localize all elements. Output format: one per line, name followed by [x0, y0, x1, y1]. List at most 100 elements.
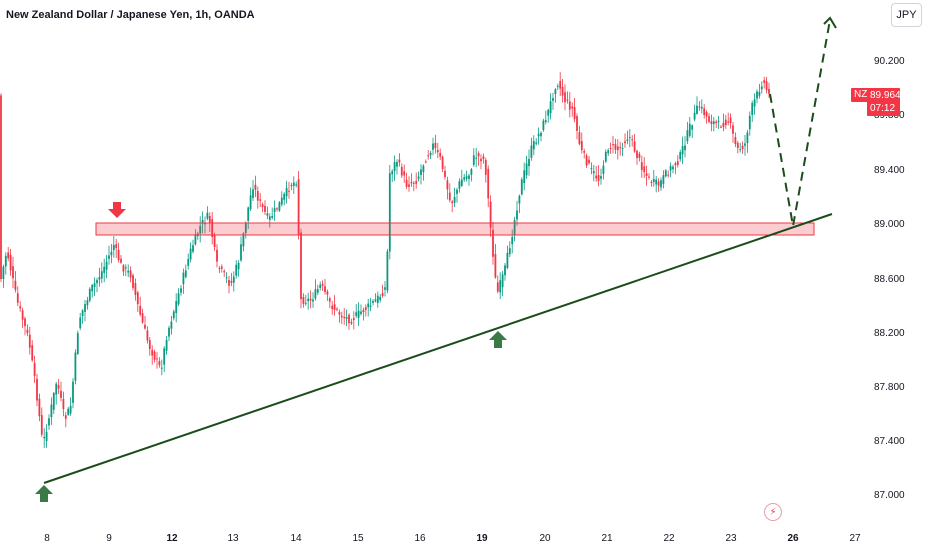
candle-body [40, 415, 43, 435]
candle-body [163, 348, 166, 365]
time-axis-label: 16 [414, 533, 426, 544]
candle-body [602, 165, 605, 174]
ascending-trendline[interactable] [43, 213, 833, 484]
candle-body [494, 253, 497, 278]
lightning-icon[interactable]: ⚡︎ [764, 503, 782, 521]
candle-body [499, 280, 502, 293]
candle-body [400, 166, 403, 176]
candle-body [470, 169, 473, 175]
candle-body [98, 277, 101, 280]
candle-body [127, 270, 130, 273]
candle-body [480, 158, 482, 162]
candle-body [228, 280, 230, 286]
candle-body [705, 111, 708, 117]
price-axis-label: 90.200 [874, 56, 905, 67]
candle-body [523, 170, 526, 184]
candle-body [168, 327, 170, 337]
candle-body [559, 81, 562, 89]
candle-body [748, 115, 751, 130]
candle-body [369, 305, 372, 307]
candle-body [568, 101, 571, 110]
candle-body [141, 313, 144, 323]
candle-body [487, 168, 490, 199]
up-arrow-marker-right[interactable] [489, 331, 507, 348]
candle-body [626, 139, 629, 141]
currency-button[interactable]: JPY [891, 3, 922, 27]
candle-body [405, 179, 408, 187]
time-axis-label: 22 [663, 533, 675, 544]
candle-body [357, 310, 360, 318]
candle-body [312, 299, 314, 302]
candle-body [259, 199, 262, 201]
candle-body [208, 216, 211, 223]
candle-body [734, 137, 737, 144]
candle-body [199, 225, 202, 234]
price-axis-label: 87.800 [874, 382, 905, 393]
candle-body [244, 222, 247, 233]
candle-body [367, 303, 370, 308]
candle-body [384, 287, 386, 290]
candle-body [326, 291, 329, 295]
candle-body [525, 163, 528, 176]
candle-body [477, 153, 480, 157]
candle-body [232, 276, 235, 283]
candle-body [496, 282, 499, 292]
candle-body [280, 197, 283, 205]
candle-body [333, 304, 336, 310]
candle-body [415, 180, 418, 184]
candle-body [33, 362, 36, 376]
candle-body [501, 274, 504, 288]
candle-body [453, 197, 456, 203]
candle-body [350, 322, 353, 324]
candle-body [153, 351, 156, 360]
candle-body [410, 182, 413, 184]
candle-body [446, 180, 449, 190]
up-arrow-marker-left[interactable] [35, 485, 53, 502]
candle-body [722, 122, 725, 127]
candle-body [458, 181, 461, 189]
candle-body [412, 182, 415, 184]
candle-body [76, 333, 79, 354]
candle-body [573, 107, 576, 120]
candle-body [112, 245, 115, 251]
candle-body [544, 120, 547, 122]
candle-body [285, 188, 288, 197]
candle-body [636, 150, 638, 158]
current-price-badge: 89.964 07:12 [867, 88, 901, 116]
candle-body [676, 161, 679, 165]
candle-body [436, 150, 439, 153]
candle-body [62, 398, 65, 409]
candle-body [321, 283, 324, 286]
support-resistance-zone[interactable] [95, 222, 815, 236]
candle-body [103, 266, 106, 273]
candle-body [549, 101, 552, 114]
candle-body [14, 280, 17, 290]
price-axis-label: 88.600 [874, 274, 905, 285]
candle-body [388, 173, 391, 252]
candle-body [290, 185, 293, 187]
candle-body [448, 192, 451, 201]
candle-body [708, 116, 710, 122]
candle-body [172, 311, 175, 319]
candle-body [696, 105, 698, 114]
candle-body [52, 393, 55, 410]
time-axis-label: 14 [290, 533, 302, 544]
projected-path[interactable] [769, 19, 831, 227]
candle-body [585, 155, 588, 166]
candle-body [220, 266, 223, 269]
candle-body [192, 245, 194, 252]
candle-body [729, 117, 732, 124]
candle-body [93, 283, 96, 287]
down-arrow-marker[interactable] [108, 202, 126, 218]
candle-body [643, 166, 646, 173]
candle-body [763, 80, 766, 83]
candle-body [768, 88, 770, 94]
candle-body [720, 126, 722, 128]
candle-body [614, 144, 617, 150]
candle-body [518, 195, 521, 204]
candle-body [736, 142, 739, 148]
candle-body [81, 310, 84, 316]
candle-body [537, 133, 540, 137]
candle-body [472, 155, 475, 165]
